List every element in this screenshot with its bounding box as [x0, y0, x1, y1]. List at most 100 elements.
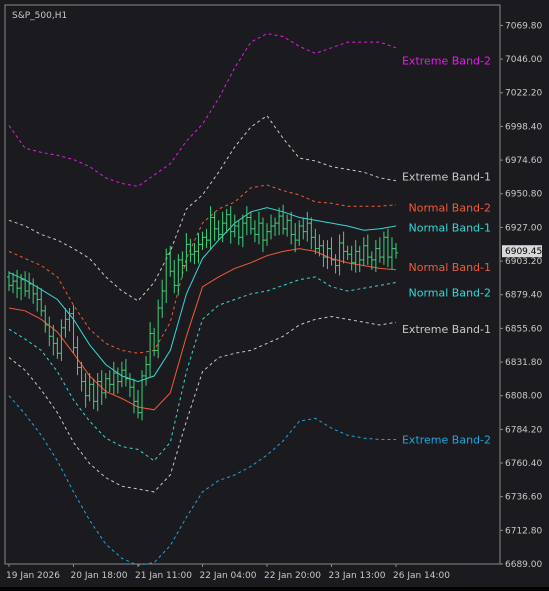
candle [220, 211, 225, 243]
candle [224, 209, 229, 234]
candle [273, 217, 278, 236]
x-axis: 19 Jan 2026 20 Jan 18:00 21 Jan 11:00 22 Ja… [6, 564, 450, 581]
candle [172, 259, 177, 294]
symbol-label: S&P_500,H1 [12, 11, 67, 21]
y-tick-label: 6808.00 [505, 392, 542, 402]
x-tick-label: 22 Jan 04:00 [200, 571, 257, 581]
candle [232, 214, 237, 238]
candle [23, 271, 28, 297]
candle [281, 204, 286, 235]
candle [196, 233, 201, 264]
candle [313, 228, 318, 255]
candle [385, 228, 390, 267]
candle [115, 367, 120, 394]
band-label-normal_upper_2: Normal Band-2 [408, 202, 491, 215]
y-tick-label: 6831.80 [505, 358, 542, 368]
candle [256, 211, 261, 245]
candle [119, 361, 124, 388]
candle [43, 305, 48, 333]
x-tick-label: 23 Jan 13:00 [329, 571, 386, 581]
candle [19, 274, 24, 301]
y-tick-label: 6712.80 [505, 526, 542, 536]
candle [228, 206, 233, 244]
candle [289, 211, 294, 245]
candle [136, 390, 140, 419]
candle [361, 237, 366, 266]
candle [248, 211, 253, 235]
candle [236, 220, 241, 246]
candle [83, 373, 88, 408]
candle [15, 269, 20, 299]
candle [107, 370, 112, 393]
candle [39, 288, 44, 317]
candle [365, 234, 370, 265]
candle [260, 217, 265, 253]
y-tick-label: 6998.40 [505, 122, 542, 132]
candle [27, 272, 32, 299]
band-label-normal_upper_1: Normal Band-1 [408, 221, 491, 234]
y-tick-label: 6974.60 [505, 156, 542, 166]
last-price-tag-label: 6909.45 [505, 247, 542, 257]
candle [91, 378, 96, 410]
candle [87, 373, 92, 402]
candle [75, 336, 80, 376]
candles-layer [7, 204, 398, 421]
candle [123, 358, 128, 387]
candle [297, 220, 302, 246]
y-tick-label: 6879.40 [505, 291, 542, 301]
candle [345, 245, 350, 260]
candle [200, 231, 205, 251]
candle [377, 237, 382, 263]
candle [381, 231, 386, 265]
candle [31, 278, 36, 304]
candle [156, 299, 161, 359]
band-label-normal_lower_1: Normal Band-1 [408, 261, 491, 274]
candle [325, 240, 330, 270]
candle [168, 245, 173, 277]
candle [184, 233, 189, 272]
band-line-normal_lower_2 [8, 276, 397, 462]
candle [148, 322, 153, 377]
candle [131, 378, 136, 414]
x-tick-label: 21 Jan 11:00 [135, 571, 192, 581]
candle [152, 327, 157, 357]
x-tick-label: 22 Jan 20:00 [264, 571, 321, 581]
y-tick-label: 7046.00 [505, 55, 542, 65]
candle [265, 223, 269, 246]
candle [337, 234, 342, 276]
band-line-extreme_lower_2 [8, 395, 396, 566]
candle [353, 240, 358, 273]
band-label-extreme_upper_1: Extreme Band-1 [402, 171, 491, 184]
candle [192, 242, 197, 265]
candle [59, 319, 64, 362]
candle [51, 324, 56, 356]
candle [144, 356, 149, 386]
candle [394, 242, 398, 259]
candle [357, 245, 362, 272]
band-line-extreme_upper_1 [8, 115, 397, 302]
y-axis: 7069.80 7046.00 7022.20 6998.40 6974.60 6950.… [500, 21, 542, 570]
candle [269, 214, 274, 240]
candle [140, 370, 145, 421]
y-tick-label: 6784.20 [505, 425, 542, 435]
y-tick-label: 6903.20 [505, 257, 542, 267]
candle [180, 251, 185, 278]
candle [285, 214, 290, 237]
candle [95, 373, 100, 412]
candle [204, 228, 209, 248]
candle [349, 245, 354, 271]
candle [208, 206, 213, 251]
band-label-extreme_lower_2: Extreme Band-2 [402, 434, 491, 447]
candle [7, 271, 11, 292]
candle [79, 361, 84, 392]
candle [373, 240, 378, 272]
candle [67, 308, 72, 332]
candle [389, 237, 394, 270]
band-line-extreme_lower_1 [8, 315, 397, 493]
candle [111, 361, 116, 395]
candle [47, 316, 52, 347]
candle [252, 220, 257, 243]
